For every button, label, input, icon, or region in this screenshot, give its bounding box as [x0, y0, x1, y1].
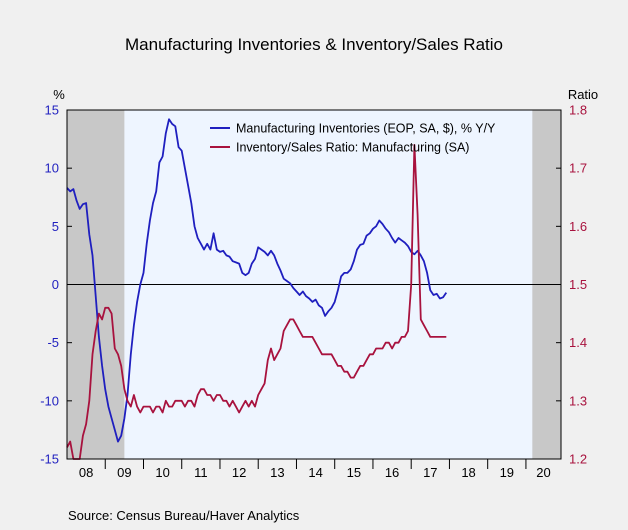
series-line-0 — [66, 118, 448, 443]
right-tick-label: 1.5 — [569, 277, 587, 292]
right-tick-label: 1.6 — [569, 219, 587, 234]
right-axis: 1.2 1.3 1.4 1.5 1.6 1.7 1.8 — [556, 103, 587, 467]
left-tick-label: -15 — [40, 452, 59, 467]
series-line-1 — [66, 143, 447, 460]
x-tick-label: 14 — [308, 465, 322, 480]
x-tick-label: 20 — [536, 465, 550, 480]
legend-label-0: Manufacturing Inventories (EOP, SA, $), … — [236, 122, 496, 136]
left-tick-label: 5 — [52, 219, 59, 234]
x-tick-label: 15 — [347, 465, 361, 480]
x-tick-label: 09 — [117, 465, 131, 480]
x-tick-label: 13 — [270, 465, 284, 480]
legend-label-1: Inventory/Sales Ratio: Manufacturing (SA… — [236, 141, 469, 155]
x-tick-label: 12 — [232, 465, 246, 480]
x-tick-label: 17 — [423, 465, 437, 480]
x-axis: 08 09 10 11 12 13 14 15 16 17 18 19 20 — [79, 459, 551, 480]
x-tick-label: 16 — [385, 465, 399, 480]
right-tick-label: 1.3 — [569, 393, 587, 408]
x-tick-label: 18 — [461, 465, 475, 480]
source-note: Source: Census Bureau/Haver Analytics — [68, 508, 300, 523]
legend: Manufacturing Inventories (EOP, SA, $), … — [210, 122, 496, 155]
chart-title: Manufacturing Inventories & Inventory/Sa… — [125, 35, 503, 54]
left-tick-label: -10 — [40, 393, 59, 408]
x-tick-label: 08 — [79, 465, 93, 480]
right-tick-label: 1.7 — [569, 161, 587, 176]
x-tick-label: 19 — [500, 465, 514, 480]
left-tick-label: -5 — [47, 335, 59, 350]
x-tick-label: 10 — [155, 465, 169, 480]
left-axis: -15 -10 -5 0 5 10 15 — [40, 103, 72, 467]
right-tick-label: 1.8 — [569, 103, 587, 118]
series-layer — [66, 118, 448, 460]
right-tick-label: 1.2 — [569, 452, 587, 467]
left-axis-unit-label: % — [53, 87, 65, 102]
left-tick-label: 10 — [45, 161, 59, 176]
right-axis-unit-label: Ratio — [568, 87, 598, 102]
x-tick-label: 11 — [194, 465, 208, 480]
right-tick-label: 1.4 — [569, 335, 587, 350]
left-tick-label: 15 — [45, 103, 59, 118]
left-tick-label: 0 — [52, 277, 59, 292]
